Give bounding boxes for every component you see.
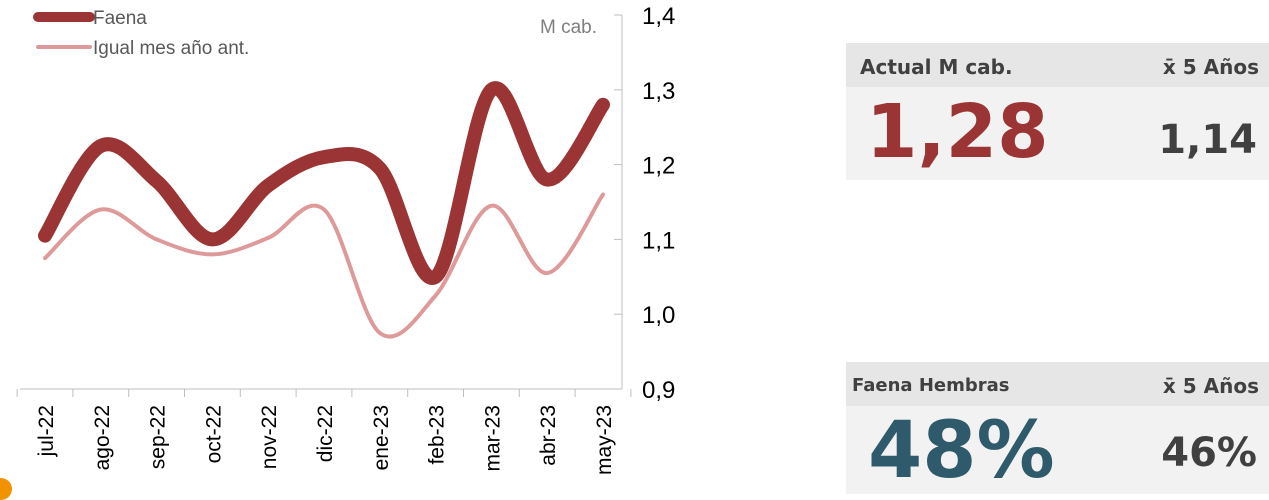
x-tick-label: dic-22 xyxy=(314,405,337,462)
kpi-value: 1,28 xyxy=(866,89,1049,175)
legend: Faena Igual mes año ant. xyxy=(38,8,249,59)
kpi-card-hembras: Faena Hembras x̄ 5 Años 48% 46% xyxy=(846,362,1269,494)
x-tick-label: jul-22 xyxy=(35,405,58,457)
x-tick-label: nov-22 xyxy=(258,405,281,469)
legend-label: Igual mes año ant. xyxy=(93,38,249,59)
y-axis: 0,9 1,0 1,1 1,2 1,3 1,4 M cab. xyxy=(540,3,675,404)
series-line-faena xyxy=(45,88,603,278)
legend-label: Faena xyxy=(93,8,147,29)
kpi-card-faena: Actual M cab. x̄ 5 Años 1,28 1,14 xyxy=(846,43,1269,180)
kpi-avg-label: x̄ 5 Años xyxy=(1163,55,1259,79)
y-unit-label: M cab. xyxy=(540,17,597,38)
x-tick-label: sep-22 xyxy=(147,405,170,469)
x-tick-label: may-23 xyxy=(593,405,616,475)
y-tick-label: 1,4 xyxy=(642,3,675,30)
x-tick-label: mar-23 xyxy=(481,405,504,472)
x-tick-label: ene-23 xyxy=(370,405,393,470)
x-tick-label: feb-23 xyxy=(426,405,449,465)
x-tick-label: oct-22 xyxy=(202,405,225,463)
x-tick-label: abr-23 xyxy=(537,405,560,466)
kpi-label: Faena Hembras xyxy=(852,375,1009,396)
y-tick-label: 0,9 xyxy=(642,377,675,404)
kpi-avg-value: 1,14 xyxy=(1158,117,1257,163)
kpi-label: Actual M cab. xyxy=(860,55,1013,79)
x-tick-label: ago-22 xyxy=(91,405,114,470)
kpi-avg-value: 46% xyxy=(1161,430,1257,476)
y-tick-label: 1,2 xyxy=(642,153,675,180)
series-line-prev-year xyxy=(45,195,603,337)
y-tick-label: 1,1 xyxy=(642,227,675,254)
line-chart: Faena Igual mes año ant. 0,9 1,0 1,1 1,2 1,3 1… xyxy=(0,0,700,494)
y-tick-label: 1,3 xyxy=(642,78,675,105)
kpi-avg-label: x̄ 5 Años xyxy=(1163,374,1259,398)
series-lines xyxy=(45,88,603,337)
y-tick-label: 1,0 xyxy=(642,302,675,329)
kpi-value: 48% xyxy=(868,406,1055,496)
x-axis: jul-22 ago-22 sep-22 oct-22 nov-22 dic-22 ene-… xyxy=(17,389,631,475)
